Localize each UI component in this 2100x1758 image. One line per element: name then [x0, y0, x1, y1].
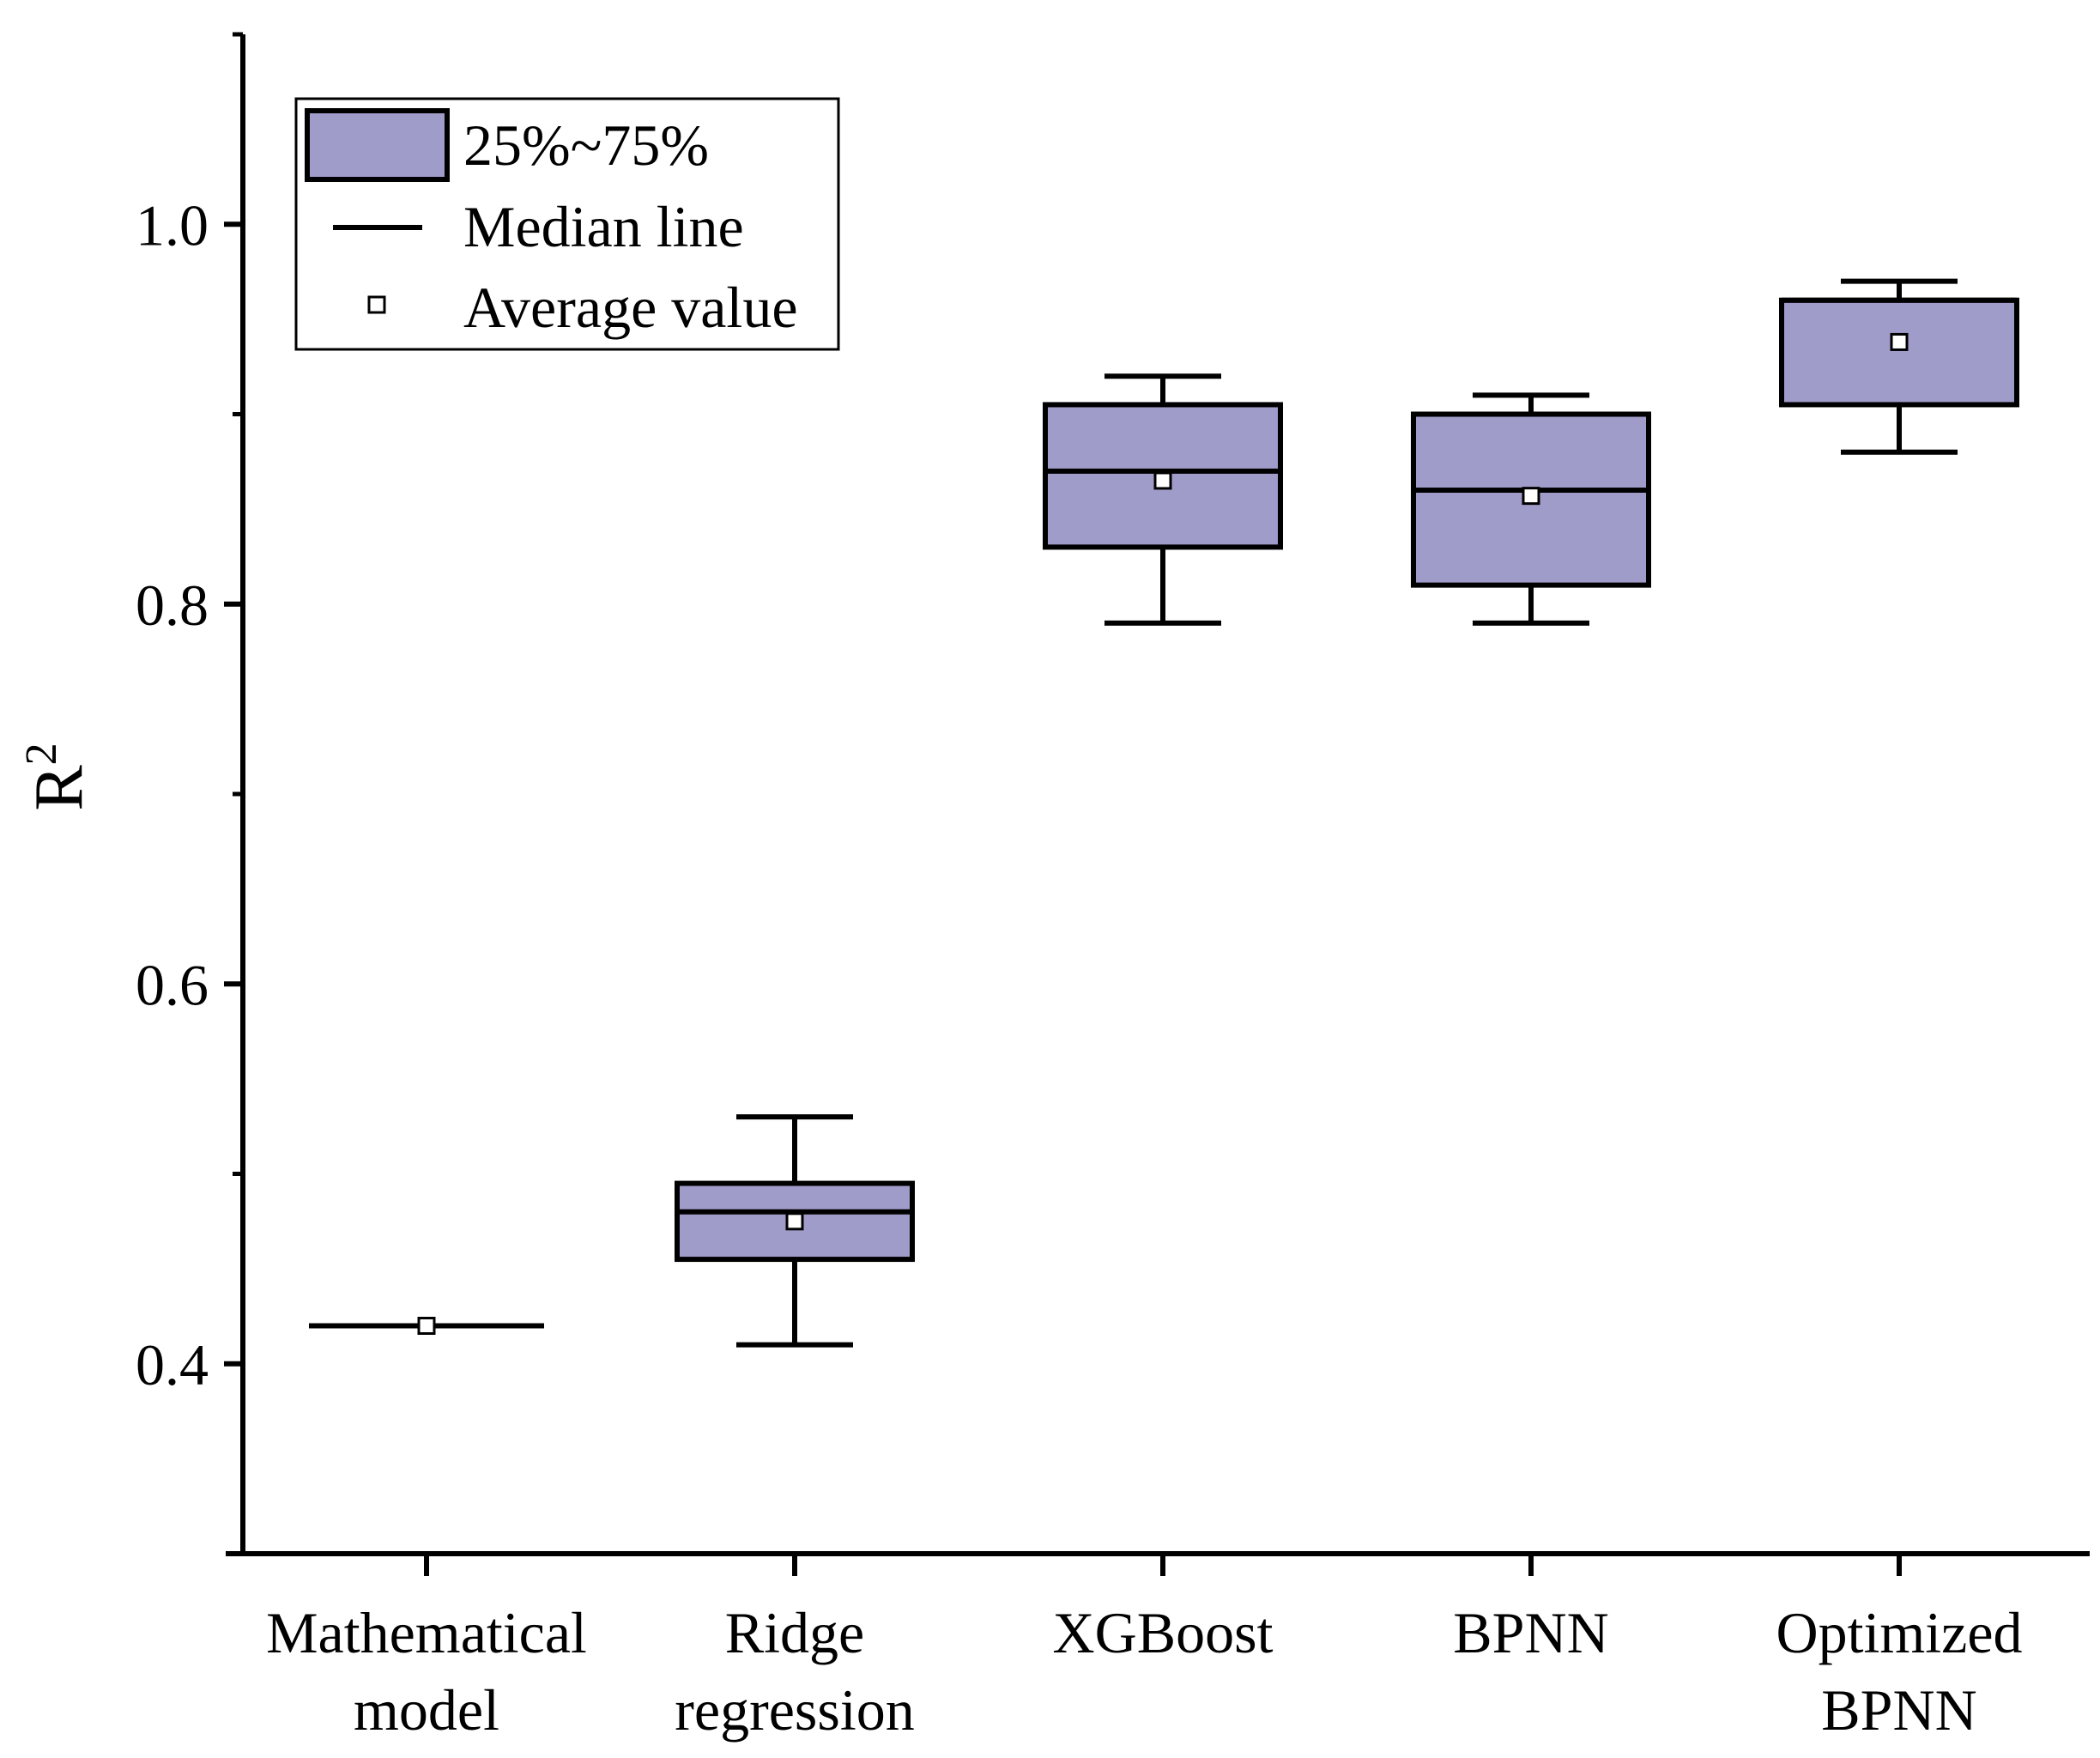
mean-marker	[785, 1212, 804, 1231]
y-tick-label: 0.8	[136, 573, 209, 638]
x-category-label: XGBoost	[1053, 1600, 1274, 1665]
legend-mean-marker	[367, 295, 386, 314]
box-group	[675, 1114, 915, 1348]
legend-box-swatch	[305, 108, 450, 182]
x-category-label: regression	[675, 1677, 914, 1743]
mean-marker	[1153, 471, 1172, 490]
legend: 25%~75% Median line Average value	[294, 97, 840, 351]
mean-marker	[1890, 332, 1909, 351]
x-category-label: model	[354, 1677, 499, 1743]
legend-label-box: 25%~75%	[463, 112, 709, 178]
mean-marker	[417, 1317, 436, 1335]
axes: 0.4 0.6 0.8 1.0 Mathematical model Ridge regres…	[136, 32, 2090, 1743]
box-group	[309, 1317, 544, 1335]
y-axis-title: R2	[17, 743, 97, 810]
box-group	[1411, 392, 1651, 626]
y-tick-label: 0.6	[136, 952, 209, 1017]
mean-marker	[1522, 487, 1540, 506]
box-group	[1779, 278, 2019, 455]
iqr-box	[1779, 297, 2019, 408]
x-category-label: Mathematical	[266, 1600, 587, 1665]
y-tick-label: 0.4	[136, 1332, 209, 1397]
box-group	[1043, 373, 1283, 626]
box-series	[309, 278, 2019, 1348]
x-category-label: BPNN	[1453, 1600, 1608, 1665]
iqr-box	[675, 1180, 915, 1263]
x-category-label: BPNN	[1821, 1677, 1976, 1743]
x-category-label: Ridge	[725, 1600, 864, 1665]
x-category-label: Optimized	[1776, 1600, 2022, 1665]
legend-label-median: Median line	[463, 194, 744, 259]
y-tick-label: 1.0	[136, 192, 209, 258]
legend-label-mean: Average value	[463, 275, 798, 340]
